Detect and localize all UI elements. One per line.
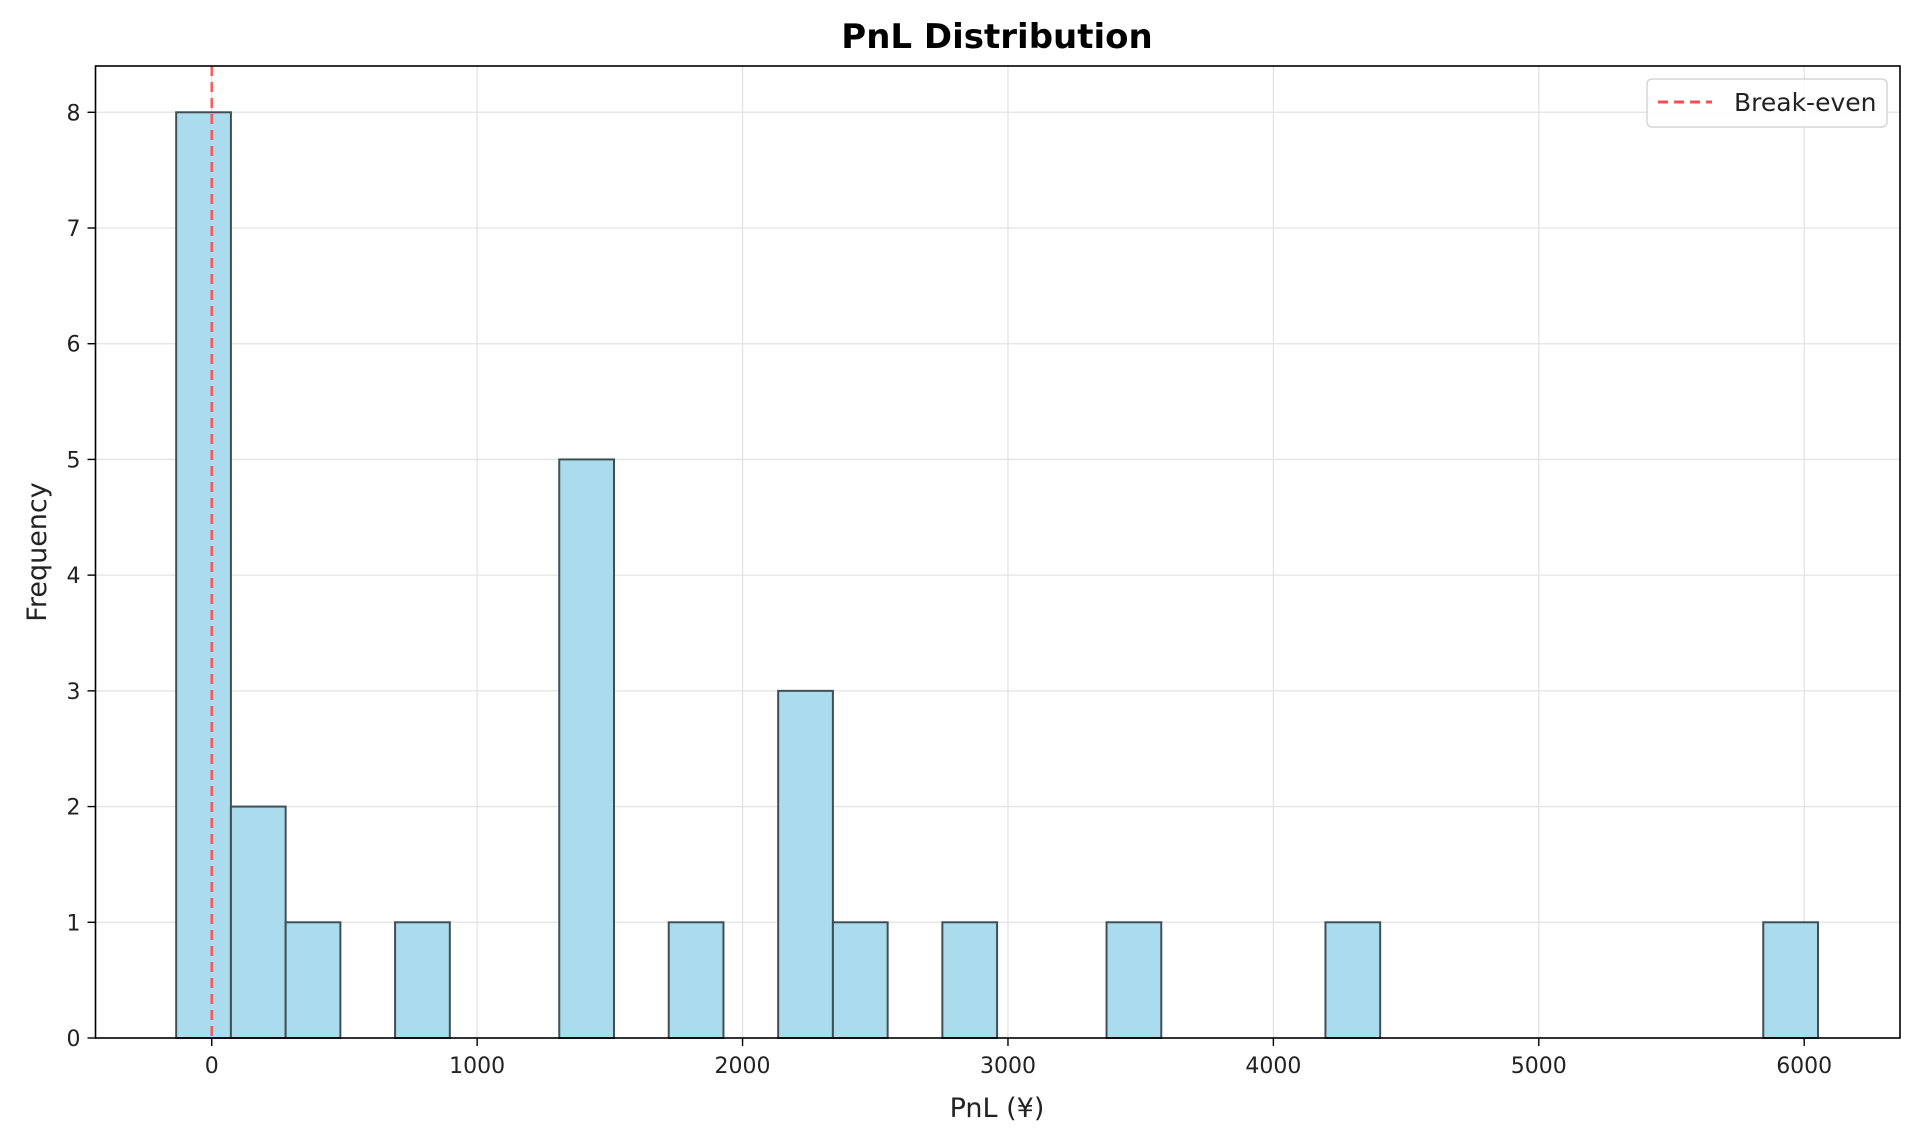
x-tick-label: 0	[205, 1054, 219, 1079]
histogram-bar	[1324, 921, 1382, 1039]
y-tick-label: 5	[67, 448, 81, 473]
ticks: 0 1000 2000 3000 4000 5000 6000 0 1 2 3 4 5 6 7 8	[67, 101, 1833, 1079]
plot-frame	[94, 65, 1901, 1039]
histogram-bar	[831, 921, 889, 1039]
y-tick-label: 3	[67, 680, 81, 705]
y-tick-label: 4	[67, 564, 81, 589]
y-tick-label: 6	[67, 333, 81, 358]
bars	[175, 111, 1819, 1040]
grid	[95, 66, 1900, 1039]
legend: Break-even	[1646, 78, 1888, 128]
x-tick-label: 4000	[1245, 1054, 1301, 1079]
y-tick-label: 1	[67, 911, 81, 936]
y-axis-label: Frequency	[22, 482, 53, 622]
histogram-bar	[941, 921, 999, 1039]
histogram-bar	[394, 921, 451, 1039]
y-tick-label: 2	[67, 796, 81, 821]
histogram-bar	[667, 921, 725, 1039]
histogram-bar	[229, 805, 287, 1039]
chart-title: PnL Distribution	[841, 17, 1152, 57]
y-tick-label: 8	[67, 101, 81, 126]
y-tick-label: 0	[67, 1027, 81, 1052]
x-tick-label: 1000	[449, 1054, 505, 1079]
histogram-bar	[284, 921, 342, 1039]
x-axis-label: PnL (¥)	[950, 1093, 1045, 1124]
histogram-bar	[1105, 921, 1163, 1039]
legend-label-break-even: Break-even	[1734, 88, 1876, 117]
histogram-bar	[1762, 921, 1819, 1039]
x-tick-label: 6000	[1776, 1054, 1832, 1079]
x-tick-label: 3000	[980, 1054, 1036, 1079]
histogram-bar	[558, 458, 615, 1039]
histogram-bar	[777, 689, 834, 1039]
y-tick-label: 7	[67, 217, 81, 242]
legend-frame	[1646, 78, 1888, 128]
histogram-bar	[175, 111, 232, 1040]
x-tick-label: 2000	[715, 1054, 771, 1079]
x-tick-label: 5000	[1511, 1054, 1567, 1079]
